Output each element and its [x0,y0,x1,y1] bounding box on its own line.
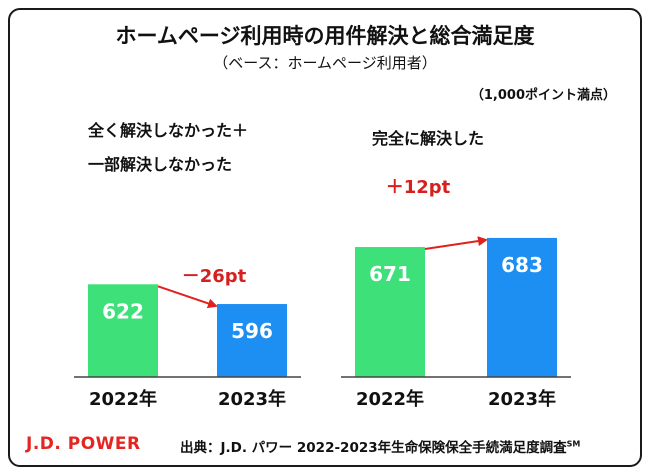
group-label-line: 一部解決しなかった [88,155,233,174]
source-text: J.D. パワー 2022-2023年生命保険保全手続満足度調査 [220,440,567,456]
chart-frame [8,8,642,467]
jd-power-logo: J.D. POWER [26,434,141,454]
change-label: ＋12pt [386,177,451,198]
category-label: 2022年 [356,388,424,410]
unit-note: （1,000ポイント満点） [470,88,616,103]
group-label-unresolved: 全く解決しなかった＋ 一部解決しなかった [88,114,248,182]
bar-value-label: 622 [102,299,144,323]
group-label-resolved: 完全に解決した [372,122,484,156]
category-label: 2023年 [218,388,286,410]
group-label-line: 完全に解決した [372,129,485,148]
bar [217,304,287,377]
bar [88,284,158,377]
bar [487,237,557,377]
bar-value-label: 596 [231,319,273,343]
source-note: 出典：J.D. パワー 2022-2023年生命保険保全手続満足度調査SM [180,436,581,457]
chart-title: ホームページ利用時の用件解決と総合満足度 [115,24,535,48]
bar [355,247,425,377]
service-mark: SM [566,439,581,449]
bar-value-label: 671 [369,262,411,286]
change-arrow [424,236,488,251]
change-label: －26pt [182,266,247,287]
change-arrow [157,285,218,309]
group-label-line: 全く解決しなかった＋ [88,121,249,140]
category-label: 2023年 [488,388,556,410]
category-label: 2022年 [89,388,157,410]
chart-subtitle: （ベース：ホームページ利用者） [213,54,437,72]
bar-value-label: 683 [501,253,543,277]
source-prefix: 出典： [180,440,221,456]
